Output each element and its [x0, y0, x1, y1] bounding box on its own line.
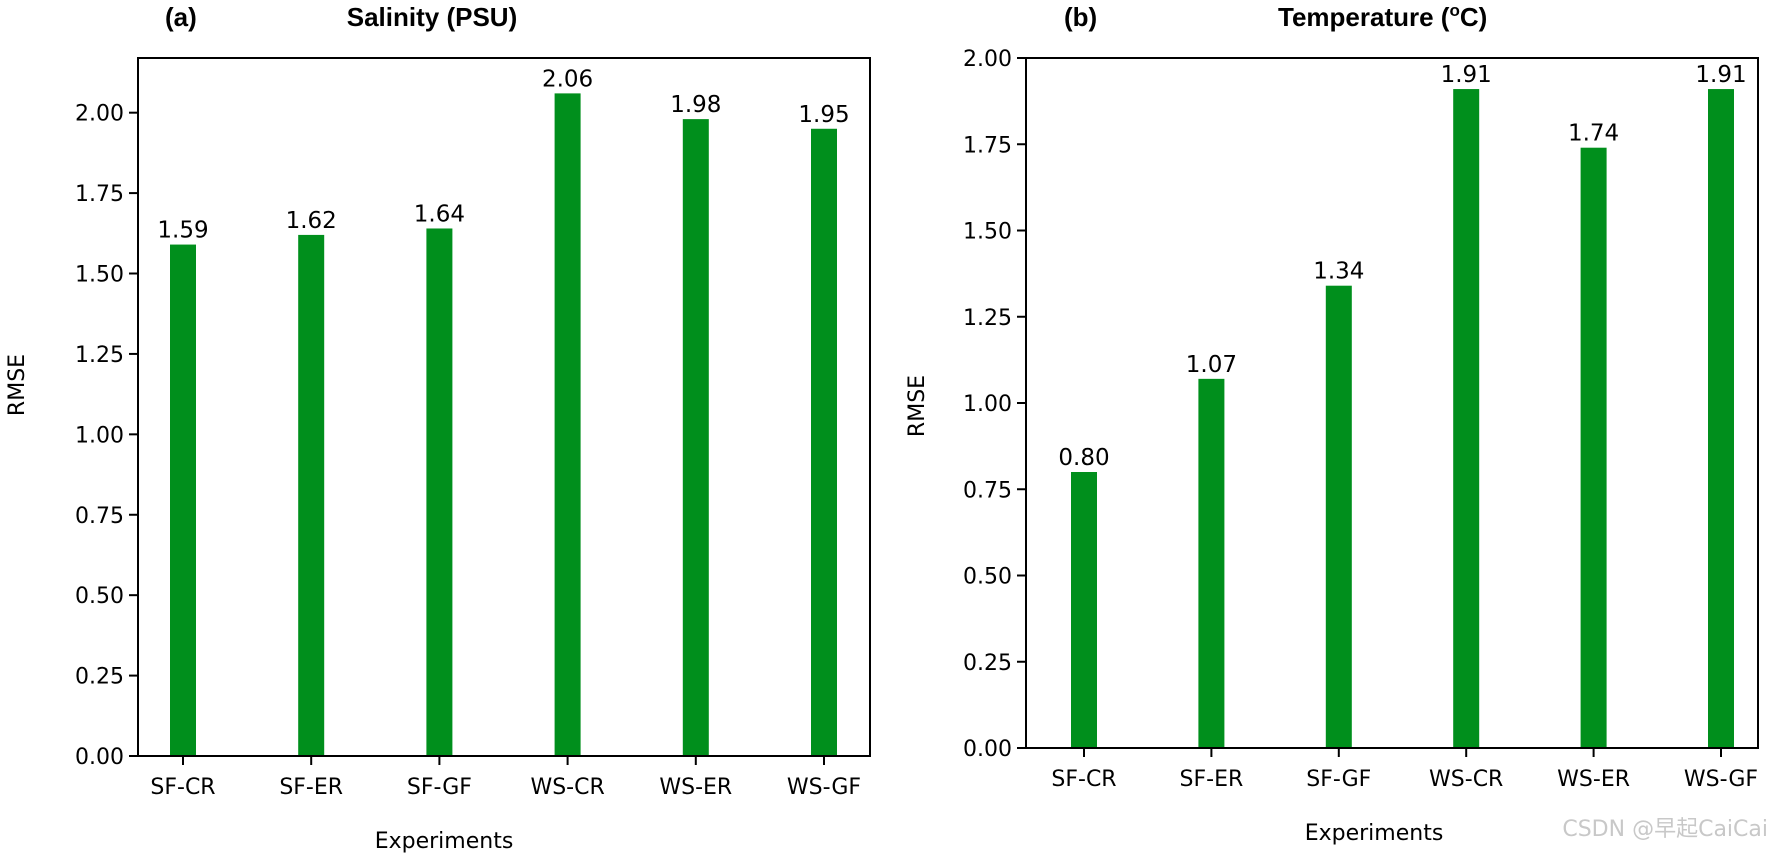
- panel-a-yticks: 0.00 0.25 0.50 0.75 1.00 1.25 1.50 1.75 2.00: [75, 102, 138, 770]
- x-tick-label: SF-CR: [1051, 767, 1116, 792]
- y-tick-label: 2.00: [963, 47, 1012, 72]
- y-tick-label: 1.25: [963, 306, 1012, 331]
- panel-b-title: Temperature (oC): [1278, 1, 1487, 32]
- y-tick-label: 0.25: [963, 651, 1012, 676]
- y-tick-label: 0.75: [963, 478, 1012, 503]
- y-tick-label: 0.00: [75, 745, 124, 770]
- bar-value-label: 1.59: [157, 218, 208, 244]
- bar-sf-cr: [1071, 472, 1097, 748]
- y-tick-label: 1.75: [75, 182, 124, 207]
- y-tick-label: 1.00: [963, 392, 1012, 417]
- x-tick-label: SF-CR: [150, 775, 215, 800]
- panel-b-label: (b): [1064, 2, 1097, 32]
- panel-a-title: Salinity (PSU): [347, 2, 517, 32]
- y-tick-label: 1.25: [75, 343, 124, 368]
- y-tick-label: 0.25: [75, 665, 124, 690]
- bar-sf-gf: [426, 228, 453, 757]
- x-tick-label: SF-ER: [279, 775, 343, 800]
- panel-a-frame: [137, 57, 871, 757]
- panel-a-xticks: SF-CR SF-ER SF-GF WS-CR WS-ER WS-GF: [150, 756, 861, 800]
- bar-value-label: 1.64: [414, 201, 465, 227]
- panel-b-bars: 0.80 1.07 1.34 1.91 1.74 1.91: [1058, 62, 1747, 749]
- panel-b-title-sup: o: [1449, 1, 1459, 20]
- x-tick-label: SF-ER: [1180, 767, 1244, 792]
- bar-value-label: 1.91: [1695, 62, 1746, 88]
- panel-b-ylabel: RMSE: [905, 375, 930, 437]
- watermark: CSDN @早起CaiCai: [1562, 817, 1768, 842]
- x-tick-label: WS-ER: [1557, 767, 1630, 792]
- bar-value-label: 1.07: [1186, 352, 1237, 378]
- x-tick-label: WS-CR: [1429, 767, 1503, 792]
- panel-b-frame: [1025, 57, 1759, 749]
- bar-sf-er: [298, 234, 325, 756]
- y-tick-label: 0.75: [75, 504, 124, 529]
- bar-ws-er: [682, 119, 709, 756]
- x-tick-label: WS-GF: [787, 775, 861, 800]
- panel-temperature: (b) Temperature (oC) RMSE Experiments 0.…: [905, 1, 1759, 846]
- y-tick-label: 0.50: [963, 565, 1012, 590]
- y-tick-label: 1.50: [75, 263, 124, 288]
- y-tick-label: 0.50: [75, 584, 124, 609]
- y-tick-label: 2.00: [75, 102, 124, 127]
- x-tick-label: WS-ER: [659, 775, 732, 800]
- panel-a-xlabel: Experiments: [375, 829, 514, 854]
- y-tick-label: 0.00: [963, 737, 1012, 762]
- y-tick-label: 1.75: [963, 133, 1012, 158]
- panel-b-xlabel: Experiments: [1305, 821, 1444, 846]
- panel-b-xticks: SF-CR SF-ER SF-GF WS-CR WS-ER WS-GF: [1051, 748, 1758, 792]
- x-tick-label: WS-GF: [1684, 767, 1758, 792]
- panel-a-label: (a): [165, 2, 197, 32]
- bar-value-label: 1.98: [670, 92, 721, 118]
- bar-value-label: 2.06: [542, 66, 593, 92]
- bar-value-label: 1.95: [798, 102, 849, 128]
- panel-salinity: (a) Salinity (PSU) RMSE Experiments 0.00…: [5, 2, 871, 854]
- bar-sf-cr: [170, 244, 196, 757]
- x-tick-label: SF-GF: [1306, 767, 1371, 792]
- bar-sf-er: [1198, 378, 1225, 748]
- panel-b-yticks: 0.00 0.25 0.50 0.75 1.00 1.25 1.50 1.75 2.00: [963, 47, 1026, 762]
- bar-ws-gf: [1708, 89, 1734, 749]
- bar-sf-gf: [1325, 285, 1352, 748]
- y-tick-label: 1.00: [75, 423, 124, 448]
- panel-a-bars: 1.59 1.62 1.64 2.06 1.98 1.95: [157, 66, 850, 757]
- x-tick-label: WS-CR: [530, 775, 604, 800]
- bar-value-label: 1.74: [1568, 121, 1619, 147]
- bar-ws-cr: [1453, 89, 1480, 749]
- bar-value-label: 1.91: [1441, 62, 1492, 88]
- bar-value-label: 1.34: [1313, 259, 1364, 285]
- bar-ws-gf: [811, 128, 837, 756]
- panel-b-title-end: C): [1460, 2, 1487, 32]
- bar-ws-er: [1580, 147, 1607, 748]
- panel-a-ylabel: RMSE: [5, 354, 30, 416]
- panel-b-title-main: Temperature (: [1278, 2, 1450, 32]
- x-tick-label: SF-GF: [407, 775, 472, 800]
- bar-value-label: 1.62: [286, 208, 337, 234]
- bar-value-label: 0.80: [1058, 445, 1109, 471]
- bar-ws-cr: [554, 93, 581, 756]
- y-tick-label: 1.50: [963, 220, 1012, 245]
